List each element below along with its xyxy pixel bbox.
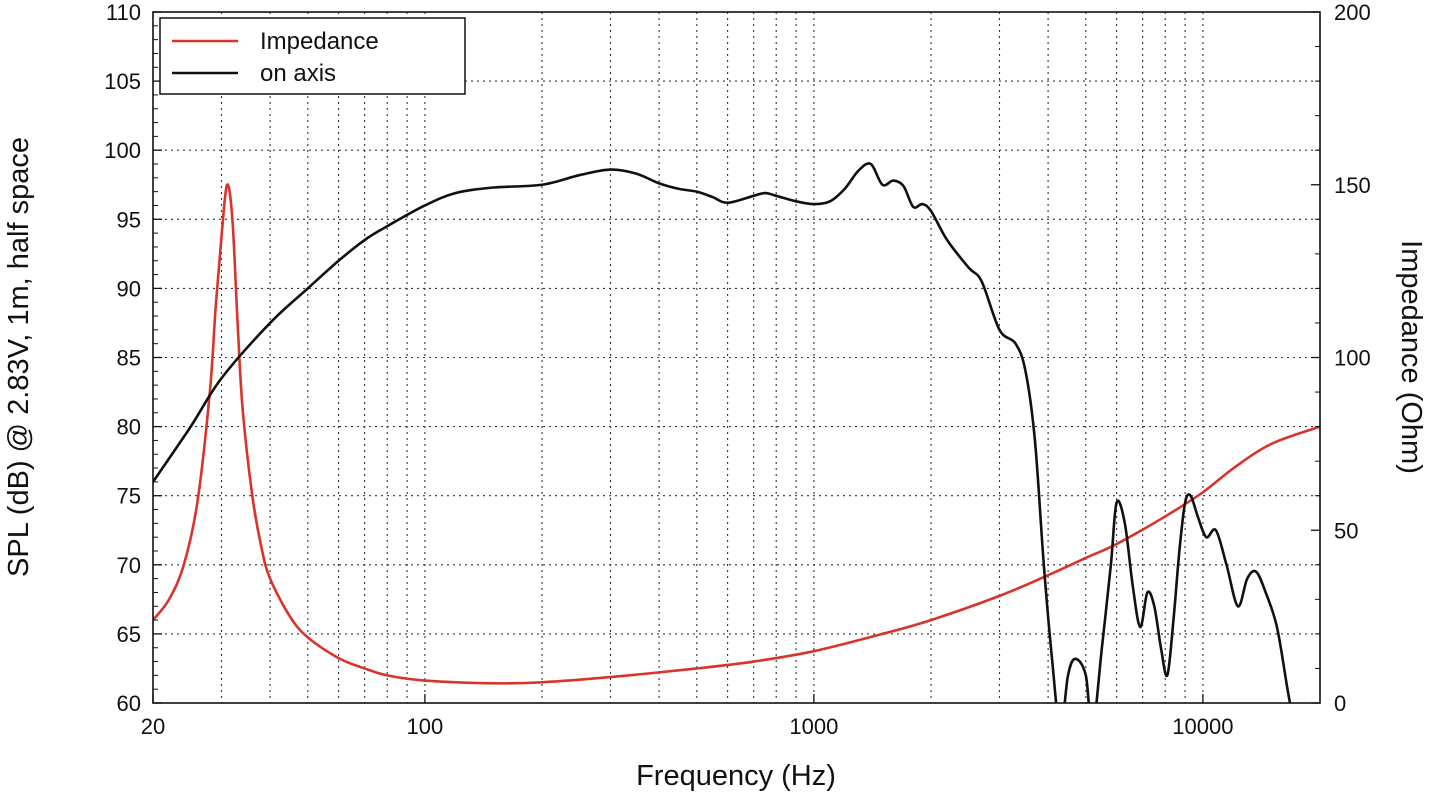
y-tick-label: 70 — [117, 553, 141, 578]
y-tick-label: 75 — [117, 484, 141, 509]
y-axis-label: SPL (dB) @ 2.83V, 1m, half space — [3, 137, 35, 577]
y2-tick-label: 0 — [1334, 691, 1346, 716]
y-tick-label: 85 — [117, 346, 141, 371]
legend-box — [159, 17, 466, 95]
y-tick-label: 105 — [104, 69, 141, 94]
series-layer — [153, 162, 1320, 703]
grid — [153, 12, 1320, 703]
legend-label-impedance: Impedance — [260, 28, 379, 55]
y-tick-label: 100 — [104, 138, 141, 163]
legend-label-on-axis: on axis — [260, 60, 336, 87]
y-tick-label: 80 — [117, 415, 141, 440]
x-tick-label: 10000 — [1172, 714, 1233, 739]
legend: Impedance on axis — [159, 17, 466, 95]
y2-tick-label: 200 — [1334, 0, 1371, 25]
series-line-on-axis — [153, 162, 1292, 703]
y2-tick-label: 150 — [1334, 173, 1371, 198]
y2-tick-label: 100 — [1334, 346, 1371, 371]
x-tick-label: 20 — [141, 714, 165, 739]
y-tick-label: 65 — [117, 622, 141, 647]
series-line-impedance — [153, 183, 1320, 685]
y-tick-label: 110 — [106, 0, 141, 25]
y2-tick-label: 50 — [1334, 518, 1358, 543]
y-tick-label: 90 — [117, 276, 141, 301]
x-axis-label: Frequency (Hz) — [636, 760, 836, 792]
ticks: 60 65 70 75 80 85 90 95 100 105 110 0 50 100 150 200 20 1… — [104, 0, 1370, 739]
y-tick-label: 95 — [117, 207, 141, 232]
y2-axis-label: Impedance (Ohm) — [1395, 240, 1427, 474]
x-tick-label: 100 — [407, 714, 444, 739]
y-tick-label: 60 — [117, 691, 141, 716]
x-tick-label: 1000 — [789, 714, 838, 739]
